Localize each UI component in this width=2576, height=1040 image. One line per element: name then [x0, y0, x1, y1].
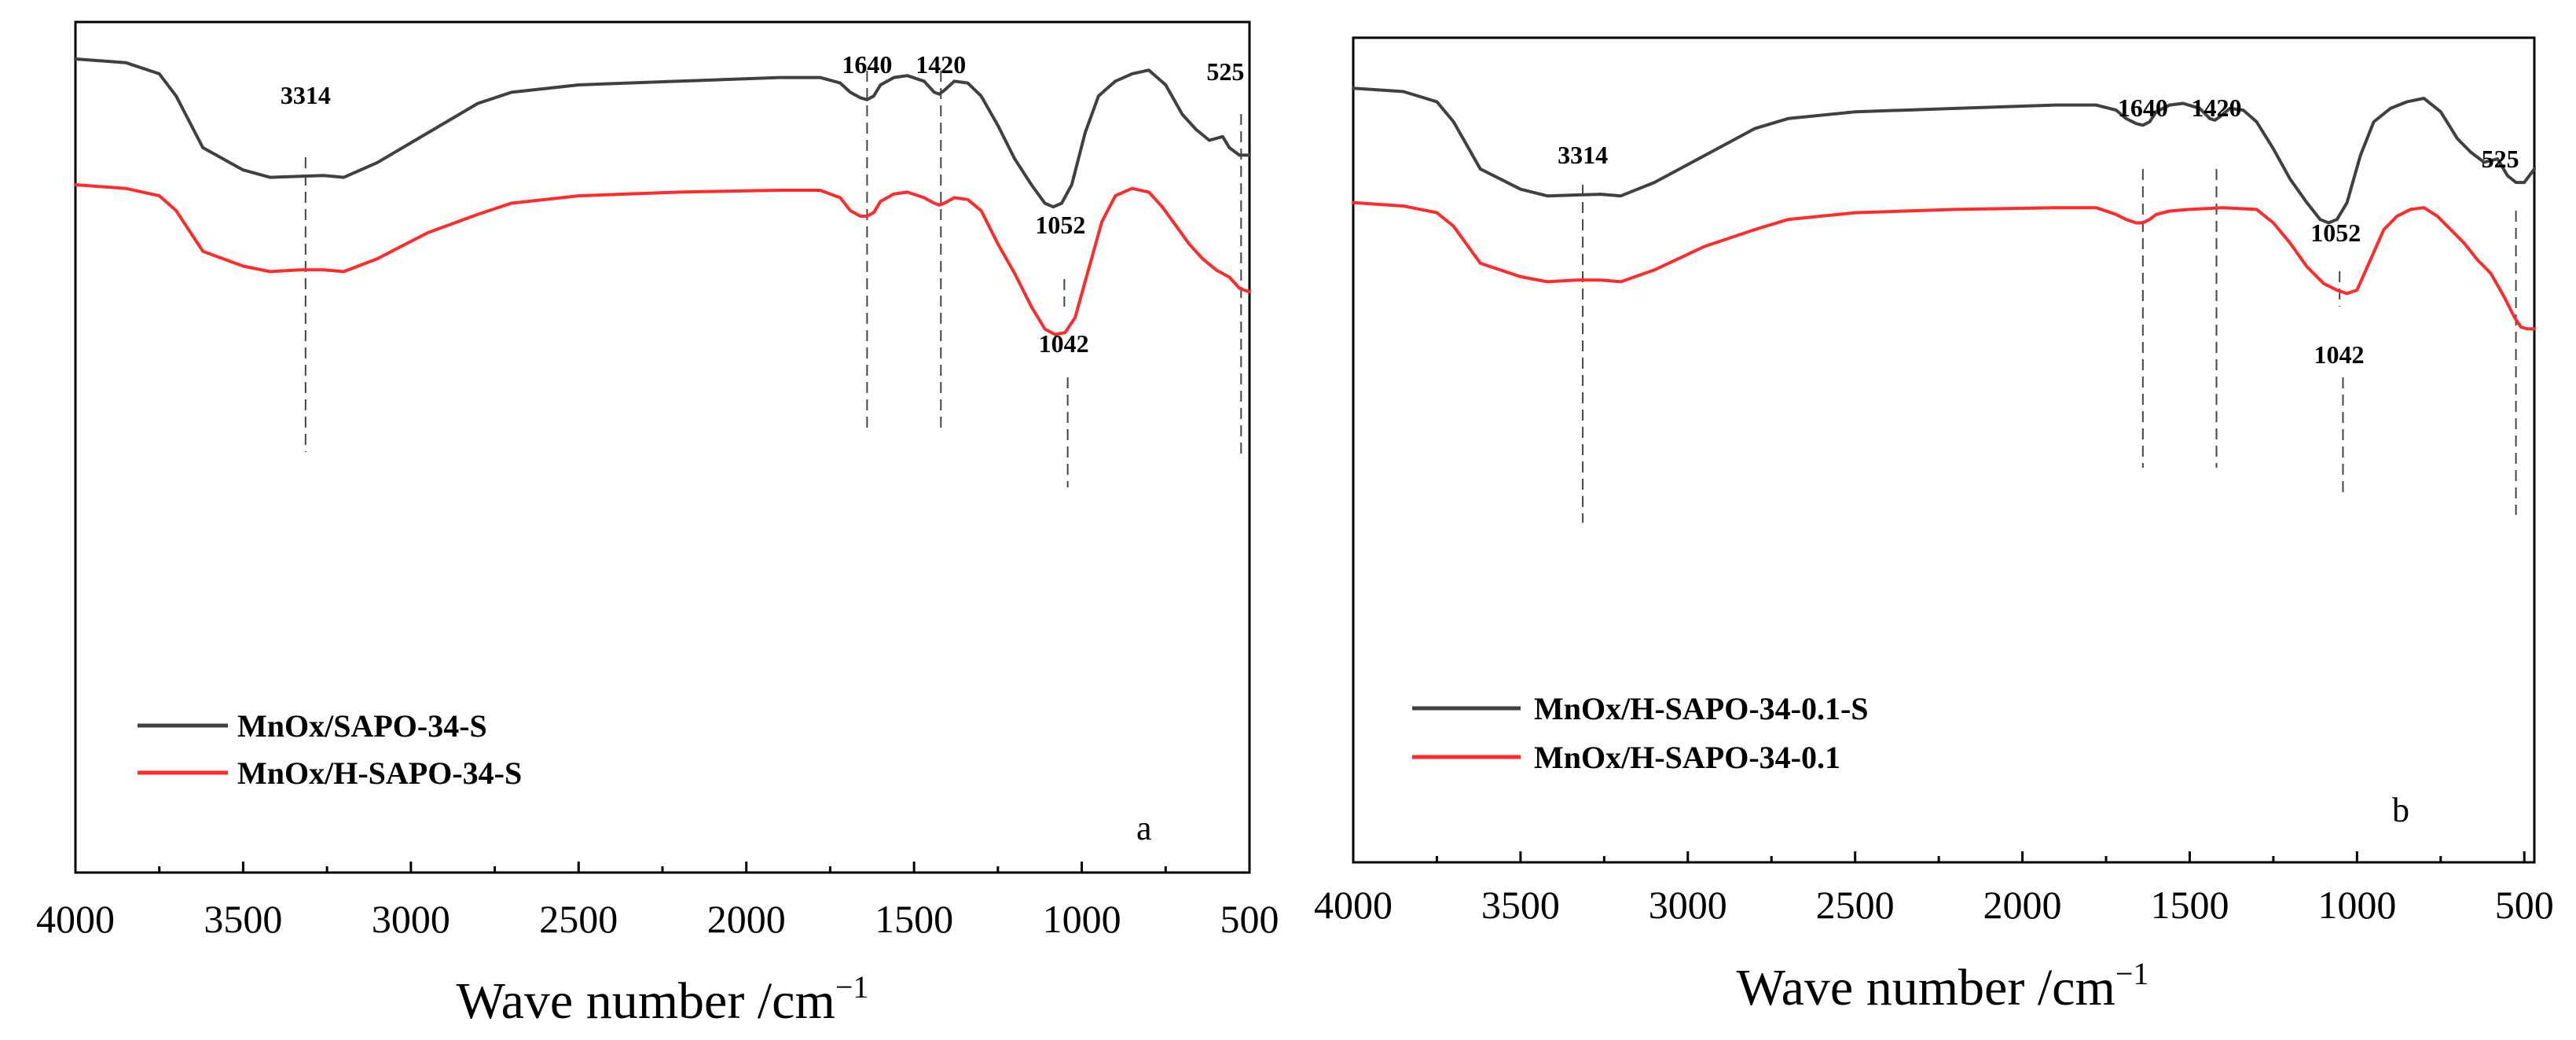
x-tick-label: 3500	[204, 897, 282, 941]
x-axis-a: 4000 3500 3000 2500 2000 1500 1000 500	[36, 862, 1279, 941]
peak-label-1042: 1042	[2314, 340, 2364, 369]
peak-label-3314: 3314	[281, 81, 331, 109]
legend-label-a-0: MnOx/SAPO-34-S	[237, 708, 487, 744]
x-axis-title-b: Wave number /cm−1	[1737, 956, 2149, 1016]
x-tick-label: 2000	[707, 897, 786, 941]
series-line-black	[1352, 86, 2536, 225]
peak-label-3314: 3314	[1558, 141, 1608, 169]
x-tick-label: 4000	[36, 897, 115, 941]
x-tick-label: 2500	[1816, 883, 1895, 927]
peak-label-1420: 1420	[916, 50, 966, 79]
panel-b: 4000 3500 3000 2500 2000 1500 1000 500 3314 1640…	[1314, 36, 2554, 1016]
x-tick-label: 500	[2495, 883, 2554, 927]
peak-label-1042: 1042	[1039, 329, 1089, 358]
series-line-black	[74, 57, 1251, 209]
panel-tag-b: b	[2392, 791, 2409, 829]
series-group-b	[1352, 86, 2536, 331]
x-tick-label: 3000	[1649, 883, 1727, 927]
x-tick-label: 1500	[2150, 883, 2229, 927]
peak-guides-b	[1582, 169, 2517, 523]
peak-label-1052: 1052	[1035, 211, 1085, 239]
x-tick-label: 2500	[539, 897, 618, 941]
x-tick-label: 500	[1220, 897, 1279, 941]
plot-frame-b	[1352, 36, 2536, 864]
panel-tag-a: a	[1136, 809, 1152, 847]
peak-label-1420: 1420	[2192, 94, 2242, 122]
x-tick-label: 3000	[372, 897, 450, 941]
peak-label-1052: 1052	[2310, 219, 2361, 247]
series-line-red	[1352, 200, 2536, 331]
series-group-a	[74, 57, 1251, 336]
legend-b: MnOx/H-SAPO-34-0.1-S MnOx/H-SAPO-34-0.1	[1412, 691, 1869, 775]
peak-guides-a	[304, 71, 1242, 487]
peak-label-1640: 1640	[842, 50, 892, 79]
legend-label-b-1: MnOx/H-SAPO-34-0.1	[1534, 740, 1840, 775]
x-tick-label: 1000	[2317, 883, 2396, 927]
legend-label-a-1: MnOx/H-SAPO-34-S	[237, 755, 522, 791]
x-tick-label: 3500	[1481, 883, 1560, 927]
panel-a: 4000 3500 3000 2500 2000 1500 1000 500 3314 1640…	[36, 20, 1279, 1030]
x-tick-label: 2000	[1983, 883, 2062, 927]
series-line-red	[74, 183, 1251, 336]
legend-a: MnOx/SAPO-34-S MnOx/H-SAPO-34-S	[138, 708, 522, 791]
x-axis-b: 4000 3500 3000 2500 2000 1500 1000 500	[1314, 851, 2554, 927]
peak-labels-a: 3314 1640 1420 1052 1042 525	[281, 50, 1245, 358]
peak-label-525: 525	[2482, 145, 2519, 173]
x-tick-label: 4000	[1314, 883, 1393, 927]
x-tick-label: 1000	[1043, 897, 1121, 941]
peak-labels-b: 3314 1640 1420 1052 1042 525	[1558, 94, 2519, 369]
x-axis-title-a: Wave number /cm−1	[457, 969, 869, 1030]
legend-label-b-0: MnOx/H-SAPO-34-0.1-S	[1534, 691, 1869, 726]
x-tick-label: 1500	[875, 897, 953, 941]
peak-label-525: 525	[1206, 57, 1244, 86]
plot-frame-a	[74, 20, 1251, 874]
peak-label-1640: 1640	[2118, 94, 2168, 122]
